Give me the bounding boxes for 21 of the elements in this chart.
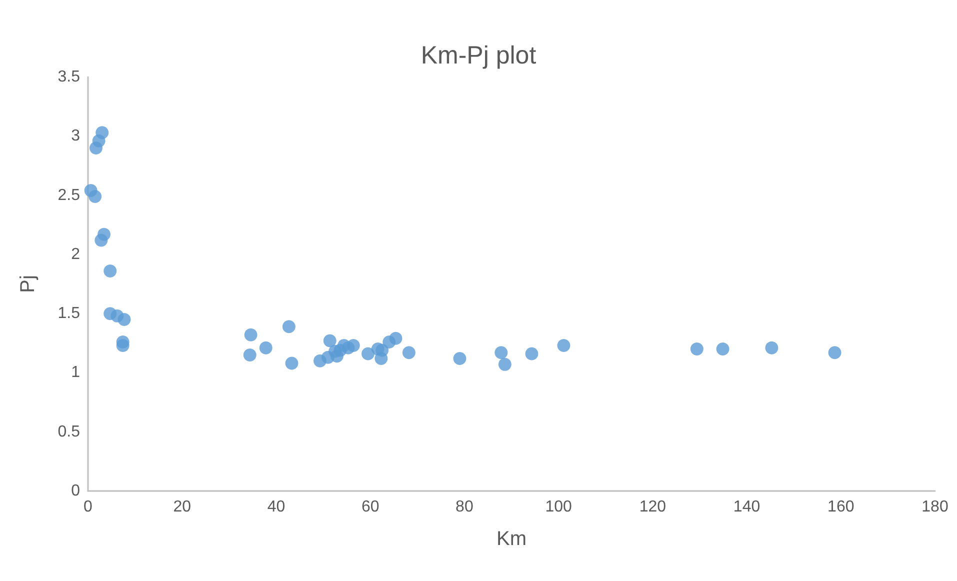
y-tick-label: 0.5 — [58, 423, 80, 440]
y-tick-label: 3 — [71, 128, 80, 145]
x-tick-label: 0 — [84, 498, 93, 516]
y-axis-title: Pj — [17, 275, 39, 293]
x-tick-label: 60 — [361, 498, 380, 516]
chart-title: Km-Pj plot — [420, 42, 536, 70]
y-tick-label: 3.5 — [58, 68, 80, 86]
x-tick-label: 80 — [456, 498, 474, 516]
x-tick-label: 20 — [173, 498, 192, 516]
x-tick-label: 40 — [267, 498, 286, 516]
y-tick-label: 2.5 — [58, 186, 80, 204]
x-tick-label: 160 — [828, 498, 854, 516]
y-tick-label: 1.5 — [58, 305, 80, 322]
x-tick-label: 180 — [922, 498, 948, 516]
x-tick-label: 100 — [545, 498, 572, 516]
y-tick-label: 1 — [71, 364, 80, 382]
y-tick-label: 0 — [71, 482, 80, 500]
x-tick-label: 120 — [639, 498, 666, 516]
x-axis-title: Km — [496, 528, 526, 550]
x-tick-label: 140 — [733, 498, 760, 516]
y-tick-label: 2 — [71, 246, 80, 263]
